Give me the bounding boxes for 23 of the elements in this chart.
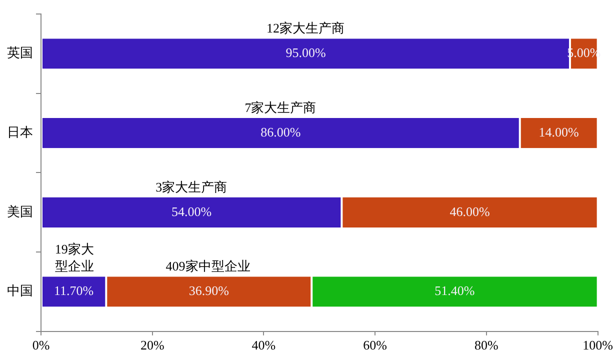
x-tick-label: 80% bbox=[474, 338, 499, 353]
data-label: 36.90% bbox=[188, 283, 230, 298]
data-label: 11.70% bbox=[54, 283, 94, 298]
x-tick-label: 0% bbox=[32, 338, 50, 353]
data-label: 51.40% bbox=[434, 283, 475, 298]
x-tick-label: 100% bbox=[582, 338, 614, 353]
y-tick-label: 日本 bbox=[7, 124, 33, 140]
data-label: 86.00% bbox=[260, 124, 301, 140]
annotation: 7家大生产商 bbox=[244, 100, 316, 115]
x-tick-label: 40% bbox=[252, 338, 276, 353]
data-label: 14.00% bbox=[538, 124, 580, 140]
x-tick-label: 20% bbox=[140, 338, 164, 353]
data-label: 95.00% bbox=[286, 45, 326, 60]
data-label: 46.00% bbox=[450, 204, 490, 219]
annotation: 3家大生产商 bbox=[156, 179, 228, 194]
annotation: 19家大型企业 bbox=[54, 242, 94, 274]
annotation: 409家中型企业 bbox=[166, 258, 250, 274]
y-tick-label: 中国 bbox=[7, 283, 33, 298]
y-tick-label: 美国 bbox=[7, 204, 33, 219]
x-tick-label: 60% bbox=[363, 338, 388, 353]
y-tick-label: 英国 bbox=[7, 45, 33, 60]
data-label: 54.00% bbox=[172, 204, 212, 219]
annotation: 12家大生产商 bbox=[266, 20, 344, 36]
